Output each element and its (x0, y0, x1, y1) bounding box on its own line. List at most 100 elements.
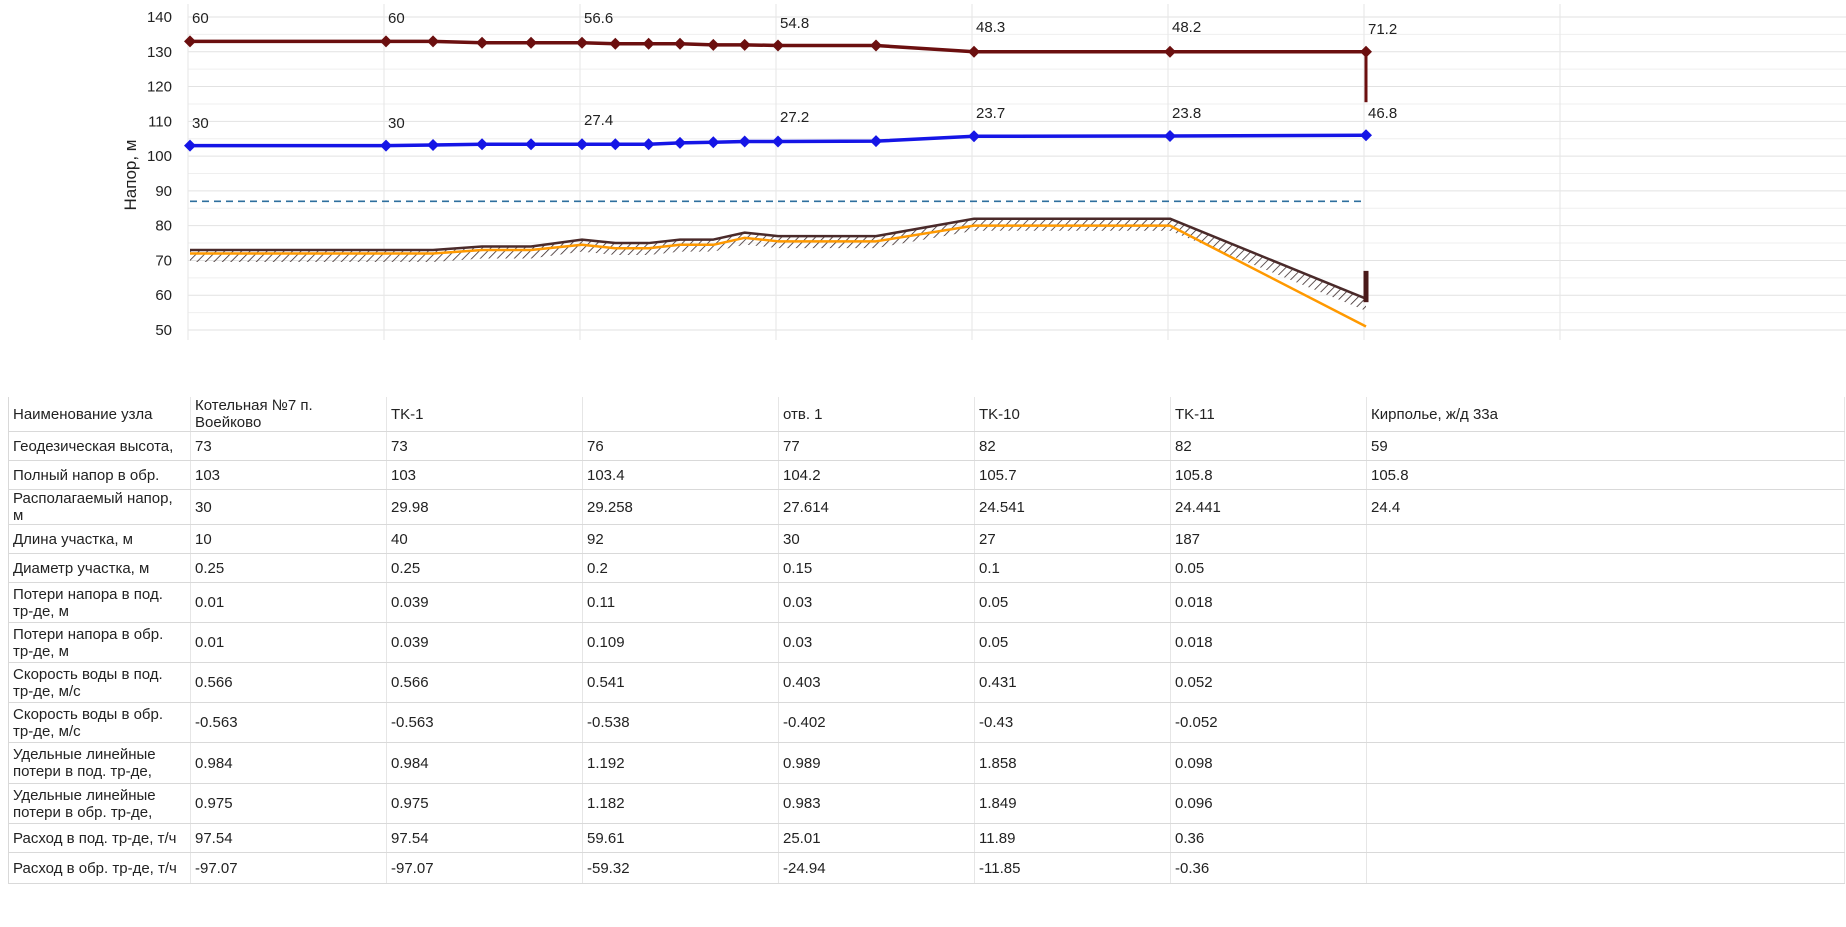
return_head-point (184, 139, 196, 152)
supply_head-point (380, 35, 392, 48)
supply-head-label: 71.2 (1368, 21, 1397, 38)
node-parameters-table: Наименование узла Котельная №7 п. Воейков… (8, 397, 1845, 884)
table-row: Наименование узла Котельная №7 п. Воейков… (8, 397, 1845, 432)
table-cell: -97.07 (190, 852, 387, 884)
table-cell: 0.03 (778, 622, 975, 663)
table-cell: 0.15 (778, 553, 975, 583)
table-cell: 187 (1170, 524, 1367, 554)
table-cell: 0.05 (974, 622, 1171, 663)
table-cell: 29.98 (386, 489, 583, 525)
supply-head-label: 60 (192, 10, 209, 27)
table-cell: 27.614 (778, 489, 975, 525)
table-cell: 77 (778, 431, 975, 461)
table-cell: 0.431 (974, 662, 1171, 703)
available-head-label: 46.8 (1368, 105, 1397, 122)
supply-head-label: 56.6 (584, 10, 613, 27)
supply_head-point (525, 36, 538, 49)
table-cell: 59 (1366, 431, 1845, 461)
row-header-cell: Потери напора в обр. тр-де, м (8, 622, 191, 663)
table-cell: 0.018 (1170, 622, 1367, 663)
supply_head-point (476, 36, 489, 49)
table-cell: 0.109 (582, 622, 779, 663)
table-cell: 24.4 (1366, 489, 1845, 525)
supply_head-point (707, 38, 720, 51)
return_head-point (772, 135, 784, 148)
row-header-cell: Геодезическая высота, (8, 431, 191, 461)
table-row: Расход в обр. тр-де, т/ч -97.07 -97.07 -59.… (8, 852, 1845, 884)
table-cell: 0.05 (1170, 553, 1367, 583)
supply-head-label: 54.8 (780, 15, 809, 32)
row-header-cell: Длина участка, м (8, 524, 191, 554)
table-cell: 0.984 (190, 742, 387, 784)
supply_head-point (184, 35, 196, 48)
table-cell: -97.07 (386, 852, 583, 884)
table-cell: 73 (190, 431, 387, 461)
return_head-point (1164, 129, 1176, 142)
available-head-label: 30 (192, 115, 209, 132)
table-cell: -24.94 (778, 852, 975, 884)
table-cell: 0.03 (778, 582, 975, 623)
available-head-label: 27.4 (584, 112, 613, 129)
table-row: Расход в под. тр-де, т/ч 97.54 97.54 59.61 2… (8, 823, 1845, 853)
table-cell (1366, 553, 1845, 583)
supply_head-point (609, 37, 622, 50)
supply-head-label: 60 (388, 10, 405, 27)
table-cell: 0.403 (778, 662, 975, 703)
return_head-point (870, 135, 882, 148)
row-header-cell: Удельные линейные потери в обр. тр-де, (8, 783, 191, 824)
return_head-point (674, 136, 686, 149)
table-cell: Котельная №7 п. Воейково (190, 397, 387, 432)
table-cell: 25.01 (778, 823, 975, 853)
return_head-point (609, 138, 622, 151)
return_head-point (380, 139, 392, 152)
table-cell: 0.018 (1170, 582, 1367, 623)
table-cell: 0.11 (582, 582, 779, 623)
table-row: Потери напора в под. тр-де, м 0.01 0.039 0.… (8, 582, 1845, 623)
table-cell: -0.563 (190, 702, 387, 743)
table-cell: 82 (1170, 431, 1367, 461)
supply_head-point (674, 37, 686, 50)
table-cell: 30 (778, 524, 975, 554)
table-cell: -0.052 (1170, 702, 1367, 743)
table-cell: 0.098 (1170, 742, 1367, 784)
available-head-label: 23.8 (1172, 105, 1201, 122)
row-header-cell: Удельные линейные потери в под. тр-де, (8, 742, 191, 784)
table-cell: 97.54 (190, 823, 387, 853)
table-cell (1366, 702, 1845, 743)
table-cell: 10 (190, 524, 387, 554)
table-cell (1366, 783, 1845, 824)
table-cell: 97.54 (386, 823, 583, 853)
table-cell: -0.36 (1170, 852, 1367, 884)
table-cell: 73 (386, 431, 583, 461)
return_head-point (707, 136, 720, 149)
table-cell: 40 (386, 524, 583, 554)
table-cell: 0.983 (778, 783, 975, 824)
return_head-point (968, 130, 980, 143)
y-tick-label: 140 (147, 9, 172, 26)
table-cell: 0.096 (1170, 783, 1367, 824)
table-cell: 82 (974, 431, 1171, 461)
table-cell: 27 (974, 524, 1171, 554)
table-cell: -11.85 (974, 852, 1171, 884)
supply-head-label: 48.2 (1172, 19, 1201, 36)
table-cell: 103 (386, 460, 583, 490)
table-cell (1366, 662, 1845, 703)
table-cell: 0.566 (386, 662, 583, 703)
table-cell: -0.43 (974, 702, 1171, 743)
table-cell: TK-11 (1170, 397, 1367, 432)
table-cell: TK-10 (974, 397, 1171, 432)
table-cell: отв. 1 (778, 397, 975, 432)
table-cell: 76 (582, 431, 779, 461)
table-cell: 1.182 (582, 783, 779, 824)
ground-hatch (190, 218, 1366, 311)
supply_head-point (576, 36, 588, 49)
return_head-point (427, 138, 440, 151)
y-tick-label: 110 (148, 113, 172, 130)
table-cell: 0.566 (190, 662, 387, 703)
return_head-point (525, 138, 538, 151)
table-row: Удельные линейные потери в обр. тр-де, 0.… (8, 783, 1845, 824)
table-cell: 0.01 (190, 622, 387, 663)
table-cell: 105.8 (1170, 460, 1367, 490)
table-cell: 0.989 (778, 742, 975, 784)
